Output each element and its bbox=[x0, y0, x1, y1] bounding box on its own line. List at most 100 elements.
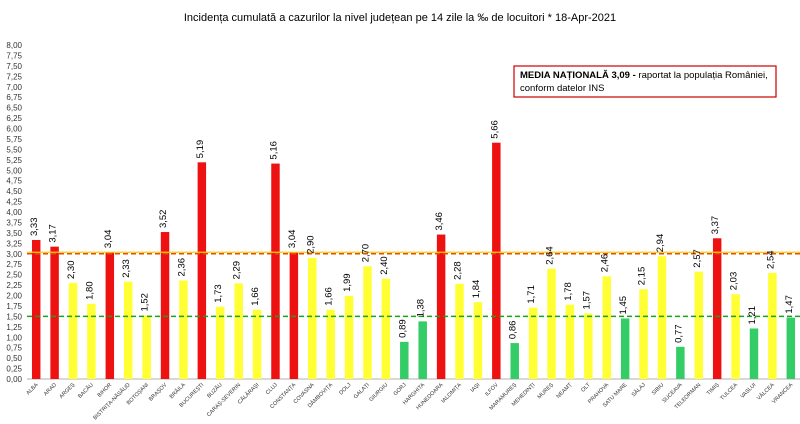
value-label: 1,78 bbox=[563, 282, 574, 301]
bar bbox=[768, 272, 777, 379]
value-label: 0,86 bbox=[508, 321, 519, 340]
value-label: 3,52 bbox=[158, 210, 169, 229]
value-labels: 3,33 3,17 2,30 1,80 3,04 2,33 1,52 3,52 2,36 5,19… bbox=[29, 120, 795, 343]
bar bbox=[786, 317, 796, 379]
y-tick-label: 6,00 bbox=[6, 125, 22, 134]
y-tick-label: 1,25 bbox=[6, 323, 22, 332]
bar bbox=[565, 304, 575, 379]
y-tick-label: 1,00 bbox=[6, 333, 22, 342]
x-tick-label: MUREȘ bbox=[537, 382, 556, 401]
value-label: 1,66 bbox=[324, 287, 335, 306]
value-label: 3,37 bbox=[710, 216, 721, 235]
bar bbox=[363, 266, 372, 379]
bar bbox=[676, 346, 685, 379]
value-label: 3,46 bbox=[434, 212, 445, 231]
value-label: 2,28 bbox=[453, 261, 464, 280]
y-tick-label: 2,50 bbox=[6, 271, 22, 280]
annotation-text1: raportat la populația României, bbox=[638, 70, 767, 81]
x-tick-label: TULCEA bbox=[719, 382, 739, 402]
value-label: 2,70 bbox=[360, 244, 371, 263]
value-label: 2,90 bbox=[305, 235, 316, 254]
y-tick-label: 1,50 bbox=[6, 312, 22, 321]
value-label: 1,80 bbox=[84, 281, 95, 300]
y-tick-label: 1,75 bbox=[6, 302, 22, 311]
bar bbox=[271, 163, 280, 379]
bar bbox=[602, 276, 611, 379]
x-tick-label: OLT bbox=[580, 382, 592, 394]
x-axis: ALBA ARAD ARGEȘ BACĂU BIHORBISTRIȚA-NĂSĂUDBO… bbox=[25, 381, 794, 421]
bar bbox=[234, 283, 243, 379]
bar bbox=[418, 321, 427, 379]
x-tick-label: TIMIȘ bbox=[706, 382, 721, 397]
value-label: 2,30 bbox=[66, 260, 77, 279]
y-tick-label: 7,50 bbox=[6, 62, 22, 71]
x-tick-label: SĂLAJ bbox=[630, 381, 647, 398]
value-label: 2,54 bbox=[765, 250, 776, 269]
reference-lines bbox=[27, 251, 800, 318]
y-tick-label: 3,00 bbox=[6, 250, 22, 259]
y-tick-label: 8,00 bbox=[6, 41, 22, 50]
bar bbox=[142, 315, 151, 379]
x-tick-label: VASLUI bbox=[740, 382, 758, 400]
bar bbox=[528, 307, 538, 379]
bars bbox=[31, 142, 796, 379]
x-tick-label: CARAȘ-SEVERIN bbox=[206, 382, 242, 418]
x-tick-label: ARAD bbox=[43, 382, 58, 397]
y-tick-label: 7,75 bbox=[6, 51, 22, 60]
y-tick-label: 0,50 bbox=[6, 354, 22, 363]
bar bbox=[87, 303, 96, 379]
bar bbox=[31, 239, 41, 379]
x-tick-label: GORJ bbox=[393, 382, 408, 397]
value-label: 3,04 bbox=[103, 230, 114, 249]
bar bbox=[123, 281, 133, 379]
bar bbox=[197, 162, 207, 379]
y-tick-label: 5,00 bbox=[6, 166, 22, 175]
value-label: 3,04 bbox=[287, 230, 298, 249]
bar bbox=[473, 302, 483, 379]
value-label: 0,89 bbox=[397, 319, 408, 338]
y-tick-label: 0,25 bbox=[6, 365, 22, 374]
annotation-bold: MEDIA NAȚIONALĂ 3,09 - bbox=[520, 70, 638, 81]
x-tick-label: IALOMIȚA bbox=[441, 382, 464, 405]
y-tick-label: 3,50 bbox=[6, 229, 22, 238]
y-tick-label: 6,50 bbox=[6, 104, 22, 113]
bar bbox=[749, 328, 759, 379]
bar bbox=[436, 234, 446, 379]
value-label: 2,94 bbox=[655, 234, 666, 253]
bar bbox=[68, 282, 78, 379]
annotation-box bbox=[513, 65, 777, 98]
value-label: 0,77 bbox=[673, 324, 684, 343]
value-label: 2,15 bbox=[637, 267, 648, 286]
value-label: 3,17 bbox=[48, 224, 59, 243]
value-label: 1,52 bbox=[140, 293, 151, 312]
y-axis: 0,000,25 0,500,75 1,001,25 1,501,752,00 2,25… bbox=[6, 41, 800, 384]
y-tick-label: 3,75 bbox=[6, 218, 22, 227]
y-tick-label: 7,25 bbox=[6, 72, 22, 81]
value-label: 2,03 bbox=[729, 272, 740, 291]
value-label: 2,33 bbox=[121, 259, 132, 278]
value-label: 1,21 bbox=[747, 306, 758, 325]
y-tick-label: 7,00 bbox=[6, 83, 22, 92]
y-tick-label: 5,75 bbox=[6, 135, 22, 144]
x-tick-label: CLUJ bbox=[265, 382, 279, 396]
chart-title: Incidența cumulată a cazurilor la nivel … bbox=[184, 12, 616, 24]
x-tick-label: GIURGIU bbox=[368, 382, 389, 403]
x-tick-label: BRAȘOV bbox=[148, 382, 169, 403]
bar bbox=[289, 252, 299, 379]
bar bbox=[308, 257, 317, 379]
x-tick-label: ALBA bbox=[25, 382, 39, 396]
annotation-line2: conform datelor INS bbox=[520, 83, 604, 94]
value-label: 1,66 bbox=[250, 287, 261, 306]
y-tick-label: 5,50 bbox=[6, 145, 22, 154]
bar bbox=[216, 306, 225, 379]
bar bbox=[252, 309, 262, 379]
x-tick-label: ARGEȘ bbox=[59, 382, 77, 400]
value-label: 1,57 bbox=[581, 291, 592, 310]
value-label: 2,46 bbox=[600, 254, 611, 273]
y-tick-label: 4,75 bbox=[6, 177, 22, 186]
y-tick-label: 6,25 bbox=[6, 114, 22, 123]
value-label: 2,57 bbox=[692, 249, 703, 268]
value-label: 5,19 bbox=[195, 140, 206, 159]
y-tick-label: 4,25 bbox=[6, 198, 22, 207]
